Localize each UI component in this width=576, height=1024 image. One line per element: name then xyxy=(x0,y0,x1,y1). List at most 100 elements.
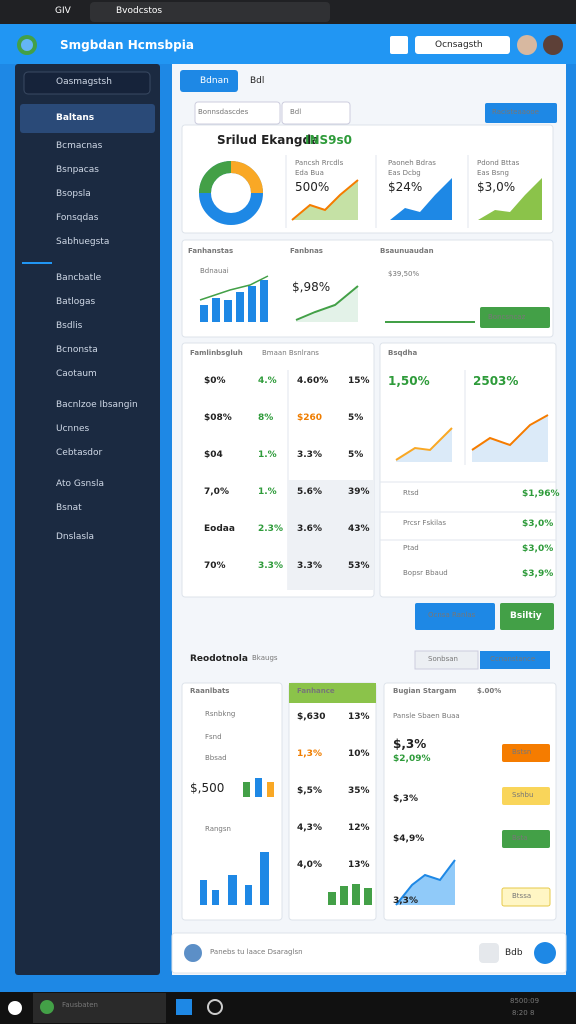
cell: 7,0% xyxy=(204,487,229,497)
button[interactable]: Sshbu xyxy=(512,791,534,799)
dropdown[interactable]: Bonnsdascdes xyxy=(198,108,249,116)
card-title: Srilud Ekangda xyxy=(217,133,320,147)
label: Rangsn xyxy=(205,825,231,833)
nav-item[interactable]: Baltans xyxy=(56,113,95,123)
item-value: $3,0% xyxy=(522,519,554,529)
card-subtitle: Bmaan Bsnlrans xyxy=(262,349,319,357)
card-value: $24% xyxy=(388,180,423,194)
cell: 4.60% xyxy=(297,376,329,386)
button[interactable]: Boncsncaz xyxy=(488,313,526,321)
card-label: Pancsh Rrcdls xyxy=(295,159,344,167)
stat: 1,50% xyxy=(388,374,430,388)
nav-item[interactable]: Bancbatle xyxy=(56,273,102,283)
cell: 5% xyxy=(348,413,364,423)
nav-item[interactable]: Cebtasdor xyxy=(56,448,103,458)
search[interactable]: Oasmagstsh xyxy=(56,77,112,87)
cell: 3.3% xyxy=(258,561,283,571)
cell: 3.3% xyxy=(297,561,322,571)
cell: $04 xyxy=(204,450,223,460)
item-name: Rtsd xyxy=(403,489,419,497)
cell: 53% xyxy=(348,561,370,571)
tab[interactable]: Fanhanstas xyxy=(188,247,234,255)
card-label: Paoneh Bdras xyxy=(388,159,436,167)
card-value: 500% xyxy=(295,180,330,194)
cell: 8% xyxy=(258,413,274,423)
dropdown[interactable]: Bdl xyxy=(290,108,302,116)
footer-text: Panebs tu laace Dsaraglsn xyxy=(210,948,303,956)
badge: $.00% xyxy=(477,687,502,695)
cell: 1.% xyxy=(258,487,277,497)
row-value: $4,9% xyxy=(393,834,425,844)
nav-item[interactable]: Fonsqdas xyxy=(56,213,99,223)
cell: $08% xyxy=(204,413,232,423)
nav-item[interactable]: Ato Gsnsla xyxy=(56,479,104,489)
cell: $,630 xyxy=(297,712,326,722)
nav-item[interactable]: Caotaum xyxy=(56,369,97,379)
search[interactable]: Ocnsagsth xyxy=(435,40,483,50)
button[interactable]: Bsiltiy xyxy=(510,611,542,621)
cell: $,5% xyxy=(297,786,322,796)
row-value: $2,09% xyxy=(393,754,431,764)
card-title: Famlinbsgluh xyxy=(190,349,243,357)
card-label: Eda Bua xyxy=(295,169,324,177)
item-value: $3,0% xyxy=(522,544,554,554)
nav-item[interactable]: Bsnpacas xyxy=(56,165,99,175)
value: $,3% xyxy=(393,737,427,751)
button[interactable]: Ccnanstance xyxy=(490,655,536,663)
clock: 8:20 8 xyxy=(512,1009,535,1017)
tag: Bkaugs xyxy=(252,654,278,662)
card-title: Raanlbats xyxy=(190,687,230,695)
nav-item[interactable]: Sabhuegsta xyxy=(56,237,110,247)
list-item[interactable]: Bbsad xyxy=(205,754,227,762)
button[interactable]: Bsta xyxy=(512,834,528,842)
nav-item[interactable]: Bcnonsta xyxy=(56,345,98,355)
app-title: Smgbdan Hcmsbpia xyxy=(60,38,194,52)
item-value: $3,9% xyxy=(522,569,554,579)
nav-item[interactable]: Bacnlzoe Ibsangin xyxy=(56,400,138,410)
nav-item[interactable]: Ucnnes xyxy=(56,424,90,434)
label: $39,50% xyxy=(388,270,420,278)
cell: 10% xyxy=(348,749,370,759)
button[interactable]: Ocnsa Ranlas xyxy=(428,611,476,619)
cell: 4,0% xyxy=(297,860,322,870)
taskbar-app[interactable]: Fausbaten xyxy=(62,1001,98,1009)
tab[interactable]: GIV xyxy=(55,6,71,16)
tab[interactable]: Bvodcstos xyxy=(116,6,163,16)
button[interactable]: Bdb xyxy=(505,948,523,958)
card-label: Eas Bsng xyxy=(477,169,509,177)
item-name: Prcsr Fskilas xyxy=(403,519,446,527)
cell: 4,3% xyxy=(297,823,322,833)
clock: 8500:09 xyxy=(510,997,540,1005)
nav-item[interactable]: Bsnat xyxy=(56,503,82,513)
tab[interactable]: Bsaunuaudan xyxy=(380,247,434,255)
tab[interactable]: Bdnan xyxy=(200,76,229,86)
nav-item[interactable]: Bcmacnas xyxy=(56,141,103,151)
label: Bdnauai xyxy=(200,267,229,275)
cell: 5.6% xyxy=(297,487,322,497)
cell: 70% xyxy=(204,561,226,571)
nav-item[interactable]: Batlogas xyxy=(56,297,96,307)
button[interactable]: Bstsn xyxy=(512,748,532,756)
dropdown[interactable]: Sonbsan xyxy=(428,655,458,663)
value: $,500 xyxy=(190,781,225,795)
list-item[interactable]: Rsnbkng xyxy=(205,710,236,718)
card-label: Pdond Bttas xyxy=(477,159,520,167)
tab[interactable]: Bdl xyxy=(250,76,265,86)
value: $,98% xyxy=(292,280,331,294)
cell: 39% xyxy=(348,487,370,497)
button[interactable]: Btssa xyxy=(512,892,532,900)
card-title: Bsqdha xyxy=(388,349,418,357)
card-label: Eas Dcbg xyxy=(388,169,421,177)
cell: 1.% xyxy=(258,450,277,460)
cell: $260 xyxy=(297,413,323,423)
card-title: Fanhance xyxy=(297,687,335,695)
nav-item[interactable]: Dnslasla xyxy=(56,532,95,542)
nav-item[interactable]: Bsopsla xyxy=(56,189,91,199)
nav-item[interactable]: Bsdlis xyxy=(56,321,83,331)
row-value: $,3% xyxy=(393,794,418,804)
list-item[interactable]: Fsnd xyxy=(205,733,222,741)
tab[interactable]: Fanbnas xyxy=(290,247,323,255)
button[interactable]: Racisteaaooe xyxy=(492,108,539,116)
